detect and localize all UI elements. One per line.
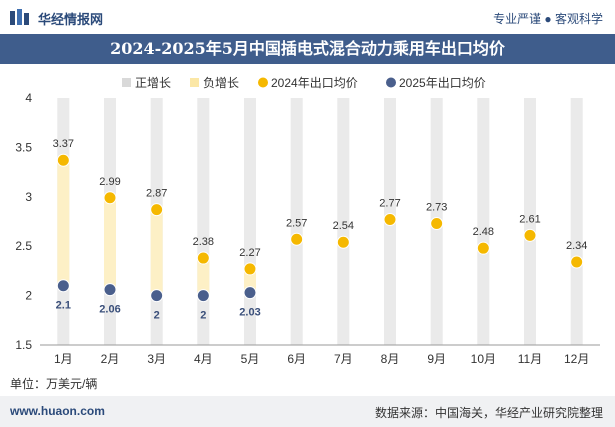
legend: 正增长 负增长 2024年出口均价 2025年出口均价: [122, 76, 486, 90]
y-tick-label: 4: [25, 91, 32, 105]
top-bar: 华经情报网 专业严谨 ● 客观科学: [0, 0, 615, 34]
negative-growth-bar: [57, 160, 70, 286]
data-label-2025: 2: [200, 310, 206, 322]
data-label-2025: 2.03: [239, 307, 260, 319]
x-tick-label: 9月: [427, 352, 446, 366]
data-label-2024: 2.27: [239, 247, 260, 259]
column-background: [290, 98, 303, 345]
point-2024: [336, 235, 350, 249]
unit-label: 单位：万美元/辆: [10, 377, 98, 391]
y-tick-label: 3.5: [15, 140, 32, 154]
logo-icon: [10, 9, 29, 25]
data-label-2024: 3.37: [53, 138, 74, 150]
point-2024: [383, 213, 397, 227]
slogan: 专业严谨 ● 客观科学: [493, 12, 603, 26]
x-tick-label: 7月: [334, 352, 353, 366]
legend-label: 2024年出口均价: [271, 76, 358, 90]
point-2024: [243, 262, 257, 276]
x-tick-label: 6月: [287, 352, 306, 366]
point-2025: [196, 289, 210, 303]
negative-growth-bar: [244, 268, 256, 293]
footer-bar: [0, 396, 615, 427]
data-label-2024: 2.48: [473, 226, 494, 238]
x-tick-label: 4月: [194, 352, 213, 366]
website-link[interactable]: www.huaon.com: [10, 404, 105, 418]
point-2025: [103, 283, 117, 297]
x-tick-label: 12月: [564, 352, 589, 366]
y-tick-label: 2.5: [15, 239, 32, 253]
data-label-2024: 2.57: [286, 217, 307, 229]
data-label-2025: 2: [154, 310, 160, 322]
title-bar: [0, 34, 615, 64]
legend-swatch: [190, 78, 199, 87]
x-tick-label: 10月: [471, 352, 496, 366]
data-label-2024: 2.34: [566, 240, 587, 252]
point-2024: [476, 241, 490, 255]
x-tick-label: 3月: [147, 352, 166, 366]
point-2024: [56, 153, 70, 167]
column-background: [197, 98, 210, 345]
negative-growth-bar: [104, 197, 116, 290]
legend-swatch: [258, 77, 268, 88]
point-2025: [243, 286, 257, 300]
legend-swatch: [386, 77, 396, 88]
chart-area: 正增长 负增长 2024年出口均价 2025年出口均价 3.37 2.99 2.87 2.3…: [15, 76, 600, 366]
axes: 1.5 2 2.5 3 3.5 4 1月 2月 3月 4月 5月 6月 7月 8月 9月 10月 11月 12月: [15, 91, 600, 366]
y-tick-label: 3: [25, 190, 32, 204]
x-tick-label: 1月: [54, 352, 73, 366]
data-label-2024: 2.54: [333, 220, 354, 232]
x-tick-label: 8月: [381, 352, 400, 366]
x-tick-label: 5月: [241, 352, 260, 366]
brand-name: 华经情报网: [38, 12, 104, 27]
data-label-2025: 2.06: [99, 304, 120, 316]
data-label-2024: 2.38: [193, 236, 214, 248]
point-2024: [103, 191, 117, 205]
data-label-2024: 2.61: [519, 213, 540, 225]
data-labels: 3.37 2.99 2.87 2.38 2.27 2.57 2.54 2.77 2.73 2.48…: [53, 138, 588, 321]
point-2025: [150, 289, 164, 303]
negative-growth-bar: [150, 209, 163, 296]
point-2024: [150, 203, 164, 217]
y-tick-label: 2: [25, 289, 32, 303]
data-label-2024: 2.99: [99, 176, 120, 188]
y-tick-label: 1.5: [15, 338, 32, 352]
column-background: [524, 98, 536, 345]
point-2024: [196, 251, 210, 265]
point-2024: [430, 216, 444, 230]
legend-swatch: [122, 78, 131, 87]
x-tick-label: 11月: [518, 352, 542, 366]
data-label-2024: 2.87: [146, 188, 167, 200]
data-points: [56, 153, 584, 303]
point-2025: [56, 279, 70, 293]
point-2024: [290, 232, 304, 246]
negative-growth-bar: [197, 258, 210, 296]
chart-title: 2024-2025年5月中国插电式混合动力乘用车出口均价: [110, 39, 505, 58]
data-label-2024: 2.77: [379, 198, 400, 210]
data-label-2025: 2.1: [56, 300, 71, 312]
growth-bars: [57, 98, 583, 345]
legend-label: 负增长: [203, 76, 239, 90]
column-background: [570, 98, 583, 345]
point-2024: [523, 228, 537, 242]
data-source: 数据来源：中国海关，华经产业研究院整理: [374, 406, 603, 420]
x-tick-label: 2月: [101, 352, 120, 366]
column-background: [337, 98, 350, 345]
legend-label: 正增长: [135, 76, 171, 90]
data-label-2024: 2.73: [426, 201, 447, 213]
column-background: [477, 98, 490, 345]
legend-label: 2025年出口均价: [399, 76, 486, 90]
point-2024: [570, 255, 584, 269]
